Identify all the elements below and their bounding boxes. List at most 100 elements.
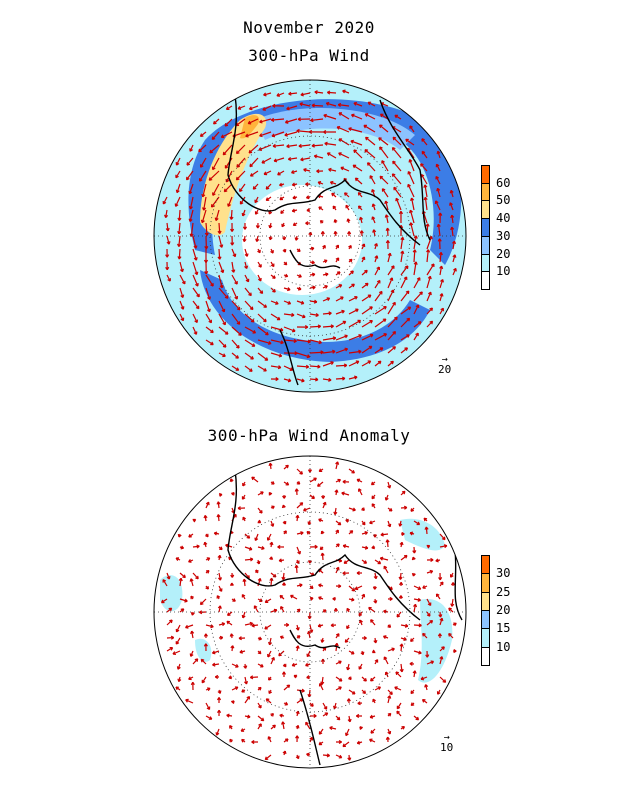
- wind-vector: [322, 297, 330, 302]
- wind-vector-head: [398, 576, 403, 580]
- wind-vector: [335, 310, 345, 315]
- wind-vector-head: [214, 674, 219, 679]
- wind-vector-head: [265, 197, 270, 202]
- wind-vector-head: [436, 691, 441, 695]
- wind-vector-head: [317, 324, 322, 329]
- wind-vector-head: [226, 612, 231, 616]
- wind-vector-head: [374, 659, 379, 663]
- wind-vector-head: [323, 706, 328, 710]
- wind-vector-head: [189, 148, 193, 152]
- wind-vector-head: [345, 518, 349, 523]
- wind-vector-head: [344, 334, 348, 339]
- wind-vector-head: [259, 510, 263, 514]
- wind-vector-head: [190, 612, 195, 616]
- wind-vector-head: [435, 593, 440, 597]
- wind-vector: [254, 533, 259, 541]
- wind-vector-head: [285, 622, 290, 627]
- wind-vector: [335, 348, 348, 354]
- graticule: [154, 80, 466, 392]
- wind-vector: [298, 144, 311, 147]
- wind-vector-head: [199, 178, 203, 182]
- graticule: [154, 456, 466, 768]
- wind-vector-head: [186, 162, 191, 166]
- wind-vector-head: [373, 600, 378, 604]
- wind-vector-head: [313, 299, 318, 304]
- wind-vector-head: [426, 544, 431, 549]
- wind-vector-head: [254, 211, 259, 215]
- wind-vector: [335, 335, 348, 341]
- wind-vector: [439, 676, 447, 683]
- colorbar-swatch: [481, 646, 490, 666]
- wind-vector-head: [351, 587, 356, 592]
- wind-vector-head: [330, 324, 334, 329]
- wind-vector-head: [376, 279, 381, 284]
- wind-vector: [361, 282, 369, 289]
- wind-vector: [426, 320, 433, 328]
- wind-vector-head: [393, 186, 397, 191]
- wind-vector: [413, 277, 421, 289]
- wind-vector-head: [365, 136, 369, 141]
- wind-vector-head: [175, 641, 180, 645]
- wind-vector-head: [358, 349, 362, 354]
- wind-vector-head: [385, 227, 390, 232]
- wind-vector: [178, 209, 181, 221]
- wind-vector: [239, 183, 246, 192]
- wind-vector-head: [401, 725, 405, 730]
- wind-vector-head: [185, 624, 189, 629]
- wind-vector-head: [438, 212, 443, 216]
- wind-vector-head: [169, 619, 173, 624]
- wind-vector: [413, 235, 417, 250]
- wind-vector-head: [230, 574, 235, 578]
- wind-vector: [218, 248, 221, 260]
- wind-vector: [261, 157, 272, 164]
- wind-vector: [400, 334, 410, 341]
- wind-vector-head: [391, 173, 396, 177]
- wind-vector-head: [316, 169, 320, 174]
- wind-vector-head: [205, 569, 210, 574]
- colorbar-label: 10: [496, 264, 511, 279]
- reference-vector-label: 20: [438, 363, 452, 376]
- wind-vector-head: [283, 530, 287, 534]
- wind-vector-head: [318, 518, 322, 523]
- wind-vector-head: [403, 276, 408, 280]
- wind-vector-head: [371, 649, 376, 654]
- wind-vector-head: [338, 678, 343, 682]
- wind-vector-head: [369, 333, 374, 338]
- wind-vector: [218, 326, 229, 335]
- wind-vector-head: [272, 724, 276, 729]
- wind-vector: [400, 290, 410, 302]
- wind-vector: [319, 683, 324, 691]
- wind-vector-head: [395, 671, 399, 676]
- wind-vector-head: [387, 485, 392, 489]
- wind-vector-head: [300, 300, 305, 305]
- wind-vector: [451, 214, 454, 224]
- wind-vector: [439, 265, 443, 276]
- wind-vector-head: [216, 501, 221, 505]
- wind-vector-head: [351, 597, 355, 602]
- wind-vector: [369, 175, 376, 185]
- wind-vector-head: [357, 488, 362, 492]
- wind-vector: [322, 350, 336, 354]
- wind-vector-head: [172, 651, 177, 656]
- wind-vector-head: [207, 296, 211, 300]
- wind-vector: [387, 302, 396, 315]
- wind-vector-head: [381, 160, 385, 164]
- wind-vector-head: [188, 218, 193, 222]
- wind-vector: [452, 254, 456, 263]
- wind-vector: [227, 196, 233, 207]
- wind-vector-head: [338, 152, 342, 156]
- wind-vector-head: [311, 495, 315, 500]
- wind-vector-head: [189, 578, 194, 582]
- wind-vector: [258, 144, 272, 151]
- wind-vector-head: [219, 244, 224, 248]
- wind-vector: [391, 173, 402, 185]
- wind-vector: [190, 222, 194, 237]
- wind-vector-head: [335, 244, 340, 249]
- wind-vector-head: [342, 743, 347, 748]
- wind-vector-head: [314, 90, 318, 95]
- wind-vector-head: [271, 656, 275, 661]
- wind-vector-head: [351, 650, 355, 655]
- wind-vector-head: [381, 188, 386, 192]
- wind-vector: [387, 360, 394, 367]
- wind-vector-head: [343, 363, 348, 368]
